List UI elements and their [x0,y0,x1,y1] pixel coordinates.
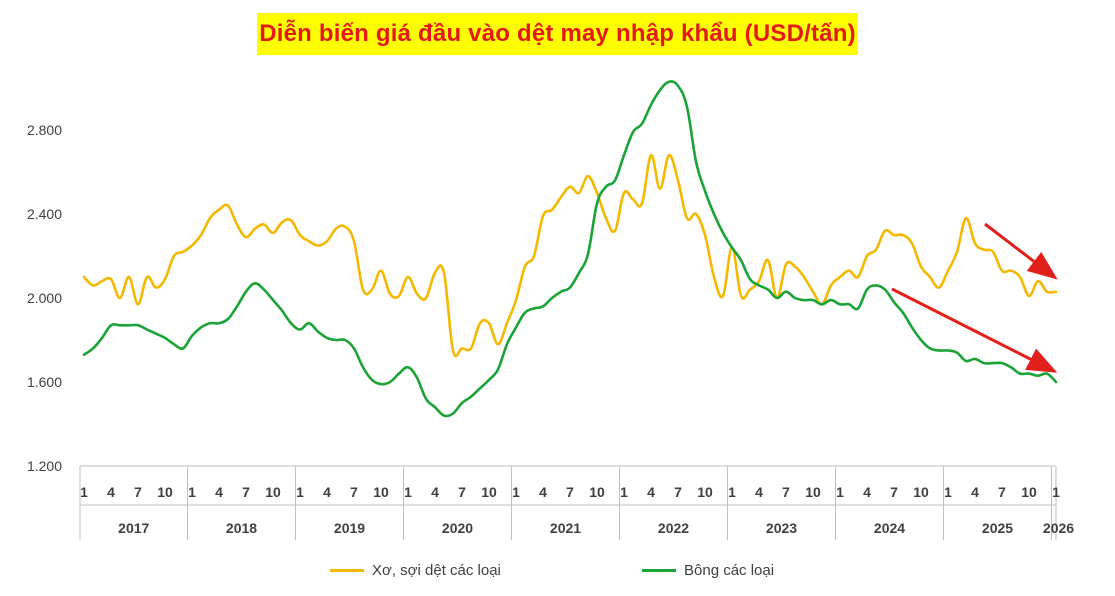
month-tick-label: 4 [323,484,331,500]
month-tick-label: 4 [971,484,979,500]
month-tick-label: 7 [782,484,790,500]
year-label: 2019 [334,520,365,536]
y-tick-label: 2.800 [27,122,62,138]
y-tick-label: 2.400 [27,206,62,222]
month-tick-label: 7 [566,484,574,500]
month-tick-label: 4 [215,484,223,500]
series-line-xo-soi [82,153,1058,358]
month-tick-label: 4 [863,484,871,500]
chart-series [82,80,1058,418]
month-tick-label: 1 [620,484,628,500]
month-tick-label: 7 [890,484,898,500]
chart-axes: 1.200 1.600 2.000 2.400 2.800 1 4 7 10 1 4 7 10 1 4 7 10… [27,122,1074,540]
legend-item-bong: Bông các loại [642,562,774,579]
month-tick-label: 1 [188,484,196,500]
y-tick-label: 1.200 [27,458,62,474]
year-label: 2018 [226,520,257,536]
month-tick-label: 1 [728,484,736,500]
month-tick-label: 10 [157,484,173,500]
month-tick-label: 1 [404,484,412,500]
year-label: 2026 [1043,520,1074,536]
month-tick-label: 7 [458,484,466,500]
month-tick-label: 4 [431,484,439,500]
month-tick-label: 7 [242,484,250,500]
year-label: 2023 [766,520,797,536]
legend-swatch-xo-soi [330,569,364,572]
month-tick-label: 10 [697,484,713,500]
chart-title-banner: Diễn biến giá đầu vào dệt may nhập khẩu … [257,13,858,55]
month-tick-label: 10 [805,484,821,500]
month-tick-label: 10 [481,484,497,500]
month-tick-label: 10 [589,484,605,500]
month-tick-label: 1 [80,484,88,500]
month-tick-label: 10 [1021,484,1037,500]
chart-annotations [891,222,1058,373]
month-tick-label: 7 [134,484,142,500]
month-tick-label: 7 [350,484,358,500]
year-label: 2024 [874,520,905,536]
year-label: 2020 [442,520,473,536]
month-tick-label: 10 [265,484,281,500]
legend-item-xo-soi: Xơ, sợi dệt các loại [330,562,501,579]
y-tick-label: 2.000 [27,290,62,306]
month-tick-label: 7 [674,484,682,500]
year-label: 2025 [982,520,1013,536]
legend-swatch-bong [642,569,676,572]
month-tick-label: 1 [296,484,304,500]
month-tick-label: 1 [512,484,520,500]
month-tick-label: 10 [913,484,929,500]
month-tick-label: 4 [107,484,115,500]
trend-arrow-bong [891,287,1058,373]
y-tick-label: 1.600 [27,374,62,390]
legend-label-bong: Bông các loại [684,562,775,579]
trend-arrow-xo-soi [984,222,1058,280]
month-tick-label: 10 [373,484,389,500]
series-line-bong [82,80,1058,418]
year-label: 2022 [658,520,689,536]
month-tick-label: 4 [755,484,763,500]
month-tick-label: 1 [944,484,952,500]
month-tick-label: 1 [836,484,844,500]
year-label: 2021 [550,520,581,536]
month-tick-label: 1 [1052,484,1060,500]
year-label: 2017 [118,520,149,536]
legend-label-xo-soi: Xơ, sợi dệt các loại [372,562,501,579]
month-tick-label: 7 [998,484,1006,500]
chart-title: Diễn biến giá đầu vào dệt may nhập khẩu … [259,20,856,47]
month-tick-label: 4 [539,484,547,500]
month-tick-label: 4 [647,484,655,500]
